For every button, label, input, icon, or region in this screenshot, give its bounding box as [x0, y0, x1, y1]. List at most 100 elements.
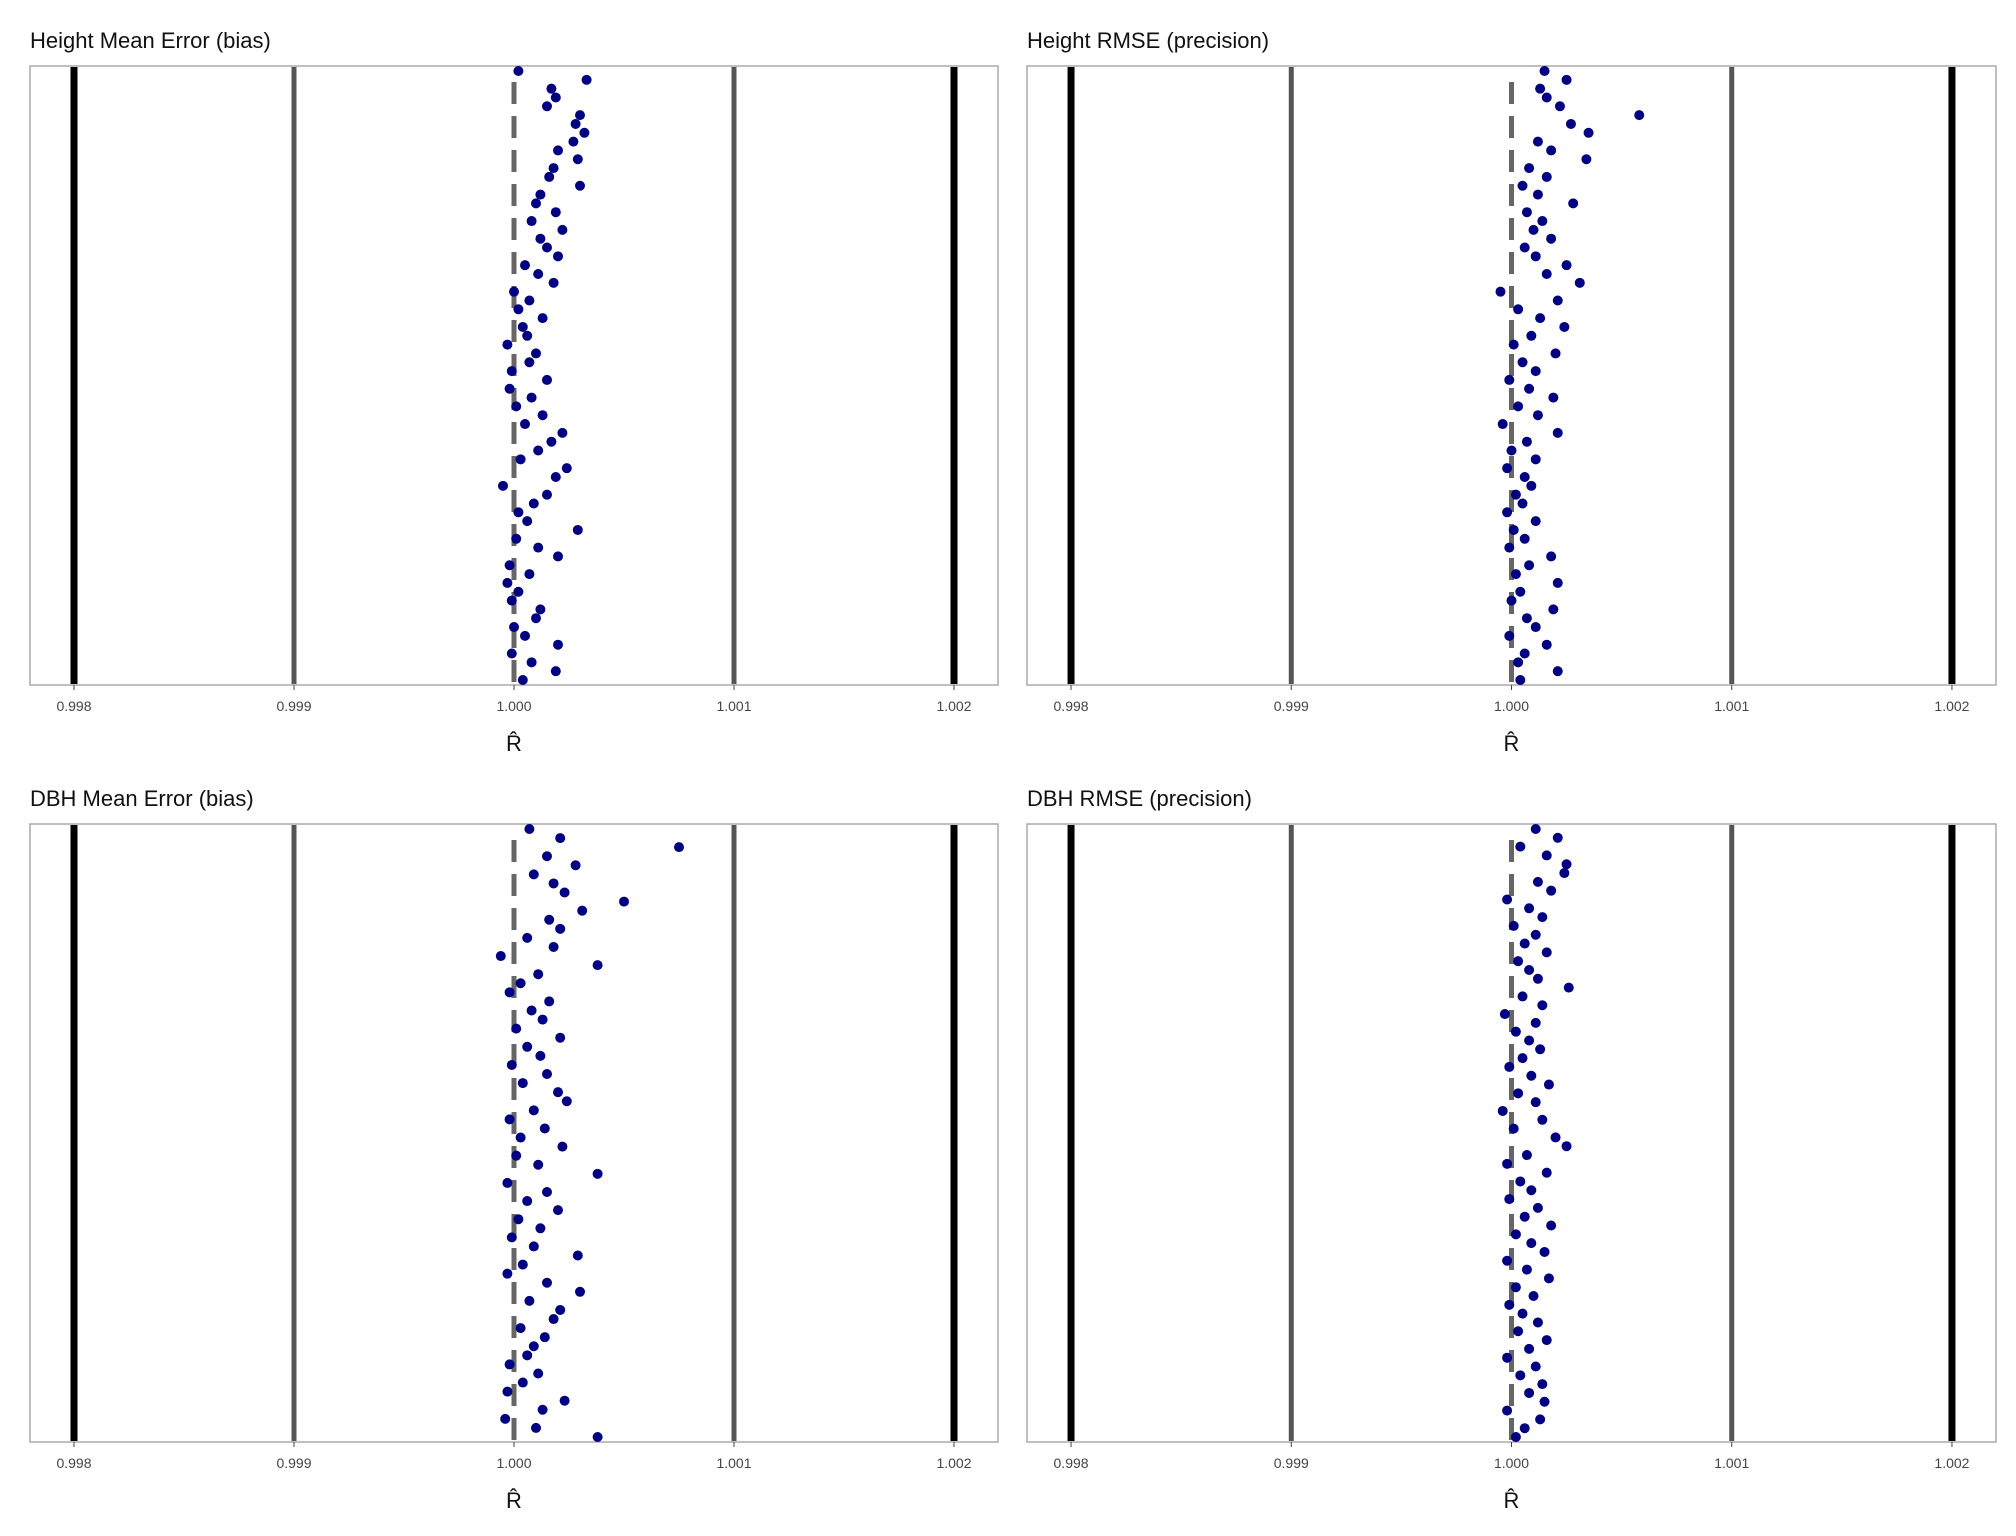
point — [1561, 260, 1572, 271]
point — [506, 1232, 517, 1243]
point — [524, 1295, 535, 1306]
point — [559, 887, 570, 898]
point — [513, 507, 524, 518]
point — [1504, 1061, 1515, 1072]
point — [1548, 392, 1559, 403]
point — [542, 242, 552, 253]
panel: Height RMSE (precision) 0.998 0.999 1.000 1.… — [1026, 28, 1997, 756]
point — [522, 1041, 533, 1052]
point — [544, 996, 555, 1007]
point — [1535, 83, 1546, 94]
point — [537, 1014, 548, 1025]
point — [1532, 189, 1543, 200]
point — [526, 216, 537, 227]
point — [1541, 1167, 1552, 1178]
point — [513, 586, 524, 597]
point — [550, 666, 561, 677]
point — [1541, 92, 1552, 103]
point — [513, 66, 524, 76]
x-tick-label: 0.999 — [1274, 1455, 1309, 1471]
x-tick-label: 1.001 — [1714, 698, 1749, 714]
point — [537, 1404, 548, 1415]
point — [535, 233, 546, 244]
point — [1521, 613, 1532, 624]
point — [1530, 824, 1541, 834]
x-tick-label: 0.999 — [276, 1455, 311, 1471]
point — [542, 1277, 552, 1288]
point — [524, 295, 535, 306]
x-tick-label: 1.002 — [936, 698, 971, 714]
point — [504, 1114, 515, 1125]
point — [506, 1059, 517, 1070]
point — [1502, 894, 1513, 905]
point — [1506, 445, 1517, 456]
point — [533, 969, 544, 980]
point — [1561, 1141, 1572, 1152]
x-tick-label: 1.001 — [716, 1455, 751, 1471]
point — [553, 251, 563, 262]
point — [1497, 419, 1508, 430]
point — [572, 524, 583, 535]
x-tick-label: 0.998 — [56, 1455, 91, 1471]
point — [1526, 1185, 1537, 1196]
point — [502, 1268, 513, 1279]
point — [555, 1032, 566, 1043]
point — [1552, 577, 1563, 588]
x-tick-label: 0.999 — [1274, 698, 1309, 714]
point — [515, 978, 526, 989]
point — [550, 207, 561, 218]
point — [524, 824, 535, 834]
point — [533, 1368, 544, 1379]
point — [1502, 1158, 1513, 1169]
point — [1539, 1396, 1550, 1407]
panel-title: Height Mean Error (bias) — [30, 28, 271, 53]
point — [504, 383, 515, 394]
x-tick-label: 1.001 — [716, 698, 751, 714]
point — [535, 1223, 546, 1234]
point — [1543, 1079, 1554, 1090]
point — [515, 1323, 526, 1334]
point — [1513, 657, 1524, 668]
point — [522, 330, 533, 341]
point — [1515, 1370, 1526, 1381]
point — [1532, 410, 1543, 421]
point — [506, 366, 517, 377]
point — [1524, 1035, 1535, 1046]
point — [555, 923, 566, 934]
point — [575, 180, 585, 191]
x-axis-label: R̂ — [506, 731, 522, 756]
point — [1517, 991, 1528, 1002]
panel-title: DBH RMSE (precision) — [1027, 786, 1252, 811]
point — [535, 189, 546, 200]
point — [1519, 938, 1530, 949]
x-tick-label: 0.998 — [56, 698, 91, 714]
point — [528, 498, 539, 509]
point — [511, 533, 522, 544]
point — [524, 569, 535, 580]
point — [548, 941, 559, 952]
point — [1554, 101, 1565, 112]
point — [1517, 180, 1528, 191]
point — [1517, 1053, 1528, 1064]
point — [619, 896, 629, 907]
point — [1524, 1343, 1535, 1354]
point — [592, 960, 603, 971]
point — [542, 851, 552, 862]
point — [515, 454, 526, 465]
point — [1541, 1335, 1552, 1346]
point — [1546, 551, 1557, 562]
point — [500, 1413, 511, 1424]
x-tick-label: 1.000 — [1494, 698, 1529, 714]
point — [1502, 507, 1513, 518]
point — [1541, 269, 1552, 279]
point — [1634, 110, 1645, 121]
point — [520, 419, 530, 430]
point — [1515, 1176, 1526, 1187]
point — [511, 1023, 522, 1034]
point — [1550, 1132, 1561, 1143]
point — [1526, 330, 1537, 341]
point — [1524, 163, 1535, 174]
panel-title: DBH Mean Error (bias) — [30, 786, 254, 811]
point — [546, 436, 557, 447]
